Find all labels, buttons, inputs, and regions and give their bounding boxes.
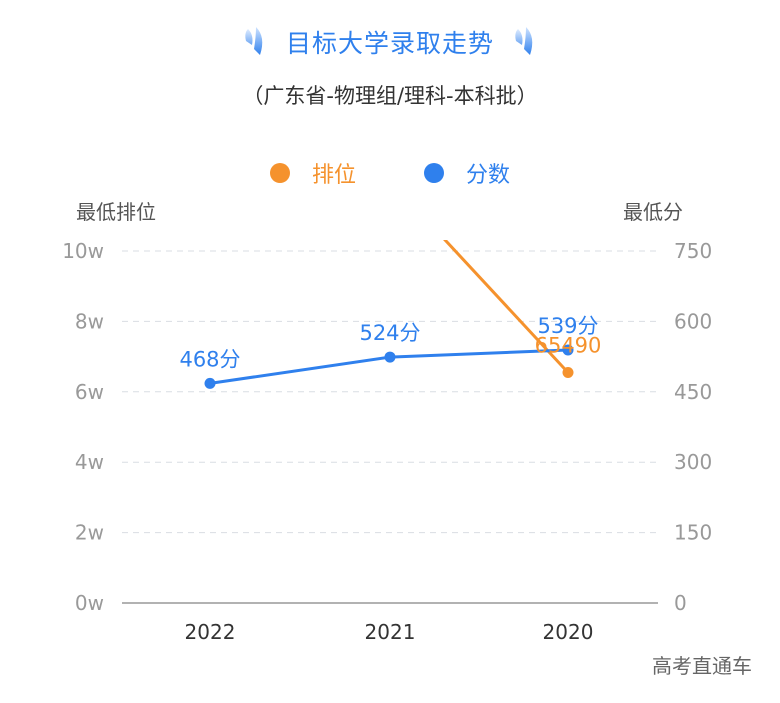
right-axis-title: 最低分 [623, 200, 683, 224]
left-tick-label: 10w [62, 239, 104, 263]
data-label-score: 524分 [359, 321, 420, 345]
data-label-rank: 65490 [535, 333, 602, 357]
right-tick-label: 450 [674, 380, 712, 404]
legend-score-dot-icon [424, 163, 444, 183]
left-tick-label: 8w [75, 309, 104, 333]
series-line-rank [443, 240, 570, 374]
title-decoration-right-icon [515, 27, 533, 55]
left-tick-label: 2w [75, 521, 104, 545]
right-tick-label: 750 [674, 239, 712, 263]
data-point-rank [562, 366, 574, 378]
data-point-score [562, 344, 574, 356]
data-point-score [384, 351, 396, 363]
left-tick-label: 0w [75, 591, 104, 615]
legend-score-label: 分数 [466, 163, 511, 188]
chart-title: 目标大学录取走势 [285, 29, 494, 58]
watermark: 高考直通车 [652, 654, 752, 678]
label-layer: 0w 2w 4w 6w 8w 10w 0 150 300 450 600 750 2022 2021 202… [62, 239, 712, 644]
left-axis-title: 最低排位 [76, 200, 156, 224]
legend-rank-dot-icon [269, 163, 290, 183]
legend-rank-label: 排位 [311, 163, 356, 188]
x-tick-label: 2022 [185, 620, 236, 644]
grid-layer [122, 250, 658, 604]
legend-item-rank[interactable]: 排位 [269, 157, 356, 189]
data-label-score: 468分 [179, 347, 240, 371]
right-tick-label: 0 [674, 591, 687, 615]
series-layer [204, 240, 574, 389]
legend: 排位 分数 [0, 156, 780, 190]
right-tick-label: 600 [674, 309, 712, 333]
right-tick-label: 300 [674, 450, 712, 474]
title-decoration-left-icon [245, 27, 263, 55]
right-tick-label: 150 [674, 521, 712, 545]
left-tick-label: 4w [75, 450, 104, 474]
chart-subtitle: （广东省-物理组/理科-本科批） [242, 84, 538, 108]
legend-item-score[interactable]: 分数 [424, 157, 510, 189]
title-row: 目标大学录取走势 [0, 22, 780, 62]
x-tick-label: 2020 [543, 620, 594, 644]
left-tick-label: 6w [75, 380, 104, 404]
data-point-score [204, 377, 216, 389]
data-label-score: 539分 [537, 314, 598, 338]
x-tick-label: 2021 [365, 620, 416, 644]
